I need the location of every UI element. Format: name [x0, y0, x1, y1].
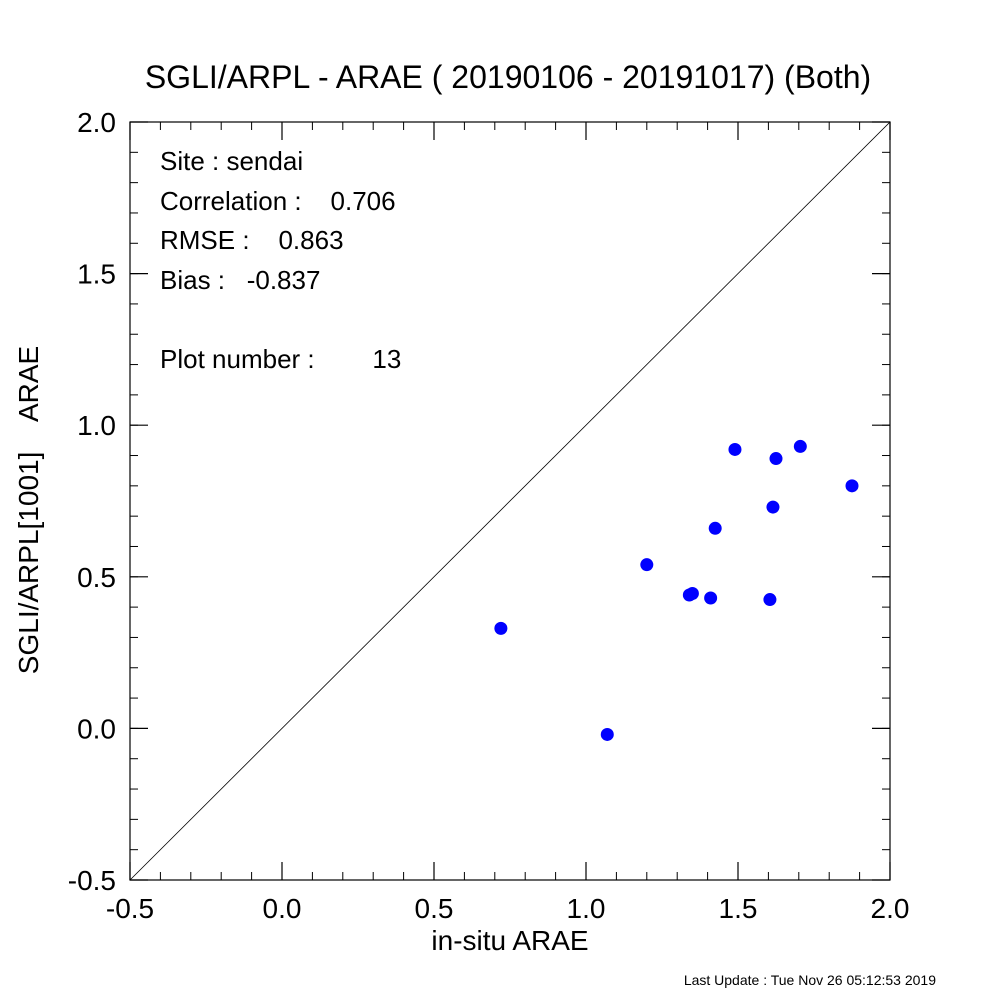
x-tick-label: 1.0 — [567, 893, 606, 924]
major-ticks — [129, 121, 891, 881]
y-tick-label: 1.5 — [77, 259, 116, 290]
data-point — [708, 521, 722, 535]
x-tick-labels: -0.5 0.0 0.5 1.0 1.5 2.0 — [106, 893, 910, 924]
y-tick-label: 0.0 — [77, 713, 116, 744]
plot-area — [129, 121, 891, 881]
y-tick-label: 2.0 — [77, 107, 116, 138]
data-point — [763, 593, 777, 607]
data-point — [704, 591, 718, 605]
data-point — [793, 439, 807, 453]
bias-label: Bias : -0.837 — [160, 265, 320, 295]
data-point — [845, 479, 859, 493]
data-point — [769, 452, 783, 466]
data-point — [766, 500, 780, 514]
plot-number-label: Plot number : 13 — [160, 344, 401, 374]
y-axis-label: SGLI/ARPL[1001] ARAE — [13, 346, 44, 674]
x-tick-label: 2.0 — [871, 893, 910, 924]
correlation-label: Correlation : 0.706 — [160, 186, 396, 216]
site-label: Site : sendai — [160, 146, 303, 176]
x-axis-label: in-situ ARAE — [431, 925, 588, 956]
rmse-label: RMSE : 0.863 — [160, 225, 344, 255]
y-tick-labels: -0.5 0.0 0.5 1.0 1.5 2.0 — [68, 107, 116, 896]
data-points — [494, 439, 859, 741]
x-tick-label: 0.5 — [415, 893, 454, 924]
y-tick-label: 0.5 — [77, 562, 116, 593]
y-tick-label: -0.5 — [68, 865, 116, 896]
x-tick-label: -0.5 — [106, 893, 154, 924]
data-point — [640, 558, 654, 572]
data-point — [494, 621, 508, 635]
one-to-one-line — [129, 121, 891, 881]
data-point — [728, 442, 742, 456]
last-update-label: Last Update : Tue Nov 26 05:12:53 2019 — [684, 972, 936, 988]
data-point — [685, 586, 699, 600]
y-tick-label: 1.0 — [77, 410, 116, 441]
x-tick-label: 1.5 — [719, 893, 758, 924]
data-point — [600, 727, 614, 741]
x-tick-label: 0.0 — [263, 893, 302, 924]
stats-annotation: Site : sendai Correlation : 0.706 RMSE :… — [160, 146, 401, 374]
plot-frame — [129, 121, 891, 881]
chart-title: SGLI/ARPL - ARAE ( 20190106 - 20191017) … — [145, 59, 871, 95]
